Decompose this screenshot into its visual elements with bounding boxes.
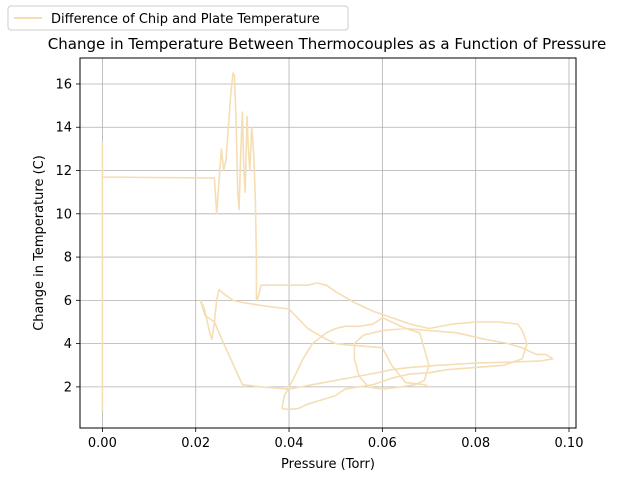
y-tick-label: 2 bbox=[64, 380, 72, 395]
y-tick-label: 8 bbox=[64, 251, 72, 266]
series-line bbox=[101, 72, 554, 411]
x-axis-ticks: 0.00 0.02 0.04 0.06 0.08 0.10 bbox=[88, 428, 584, 451]
y-tick-label: 12 bbox=[55, 164, 72, 179]
plot-area-frame bbox=[79, 57, 577, 429]
y-axis-ticks: 2 4 6 8 10 12 14 16 bbox=[55, 77, 80, 395]
legend-box bbox=[7, 5, 349, 31]
x-tick-label: 0.06 bbox=[368, 436, 397, 451]
y-tick-label: 10 bbox=[55, 207, 72, 222]
y-tick-label: 16 bbox=[55, 77, 72, 92]
x-tick-label: 0.02 bbox=[181, 436, 210, 451]
y-tick-label: 14 bbox=[55, 121, 72, 136]
x-tick-label: 0.00 bbox=[88, 436, 117, 451]
x-tick-label: 0.08 bbox=[461, 436, 490, 451]
series-layer bbox=[101, 72, 554, 411]
legend-entry: Difference of Chip and Plate Temperature bbox=[51, 12, 320, 27]
chart-title: Change in Temperature Between Thermocoup… bbox=[48, 35, 606, 53]
x-tick-label: 0.04 bbox=[275, 436, 304, 451]
y-tick-label: 4 bbox=[64, 337, 72, 352]
x-tick-label: 0.10 bbox=[555, 436, 584, 451]
y-axis-label: Change in Temperature (C) bbox=[32, 155, 47, 331]
x-axis-label: Pressure (Torr) bbox=[281, 457, 375, 472]
y-tick-label: 6 bbox=[64, 294, 72, 309]
grid bbox=[80, 58, 576, 428]
legend: Difference of Chip and Plate Temperature bbox=[7, 5, 349, 31]
